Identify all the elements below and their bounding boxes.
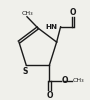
Text: HN: HN	[45, 24, 57, 30]
Text: O: O	[62, 76, 68, 85]
Text: CH₃: CH₃	[72, 78, 84, 83]
Text: O: O	[70, 8, 76, 17]
Text: O: O	[46, 91, 53, 100]
Text: CH₃: CH₃	[21, 11, 33, 16]
Text: S: S	[23, 67, 28, 76]
